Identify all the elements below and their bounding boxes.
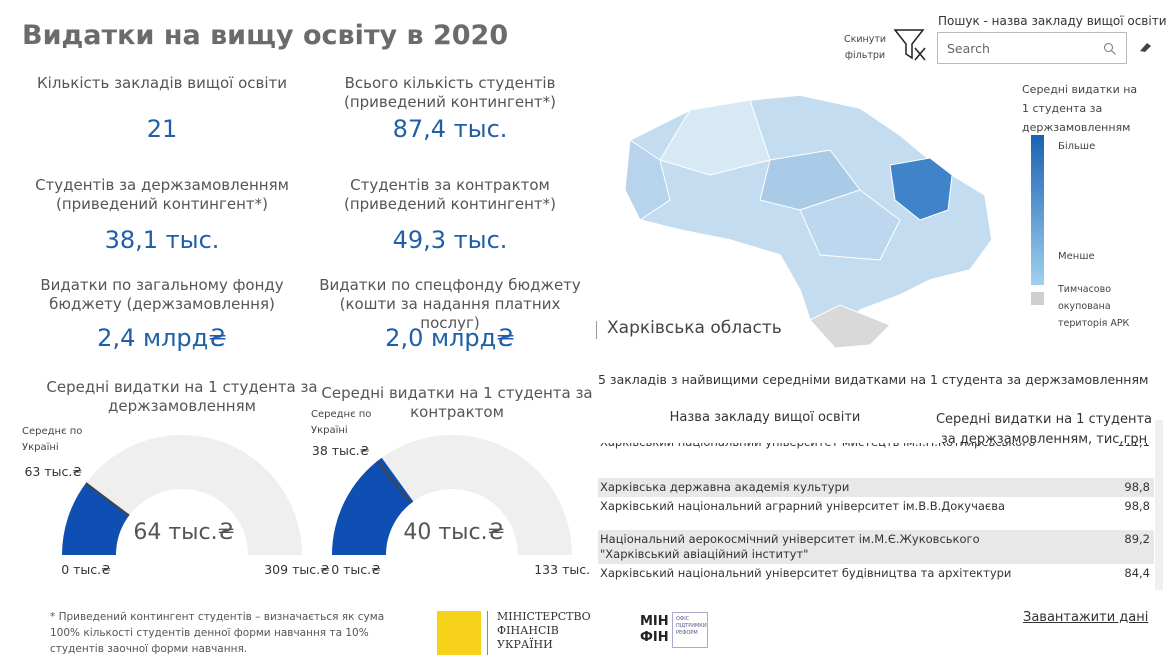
table-header[interactable]: Назва закладу вищої освіти <box>669 410 861 425</box>
eraser-icon[interactable] <box>1138 40 1154 54</box>
table-cell-name: Харківська державна академія культури <box>600 480 850 494</box>
reset-filters[interactable]: Скинути фільтри <box>843 34 887 61</box>
kpi-label: Студентів за контрактом (приведений конт… <box>343 176 556 213</box>
filter-icon[interactable] <box>893 28 929 62</box>
kpi-label: Кількість закладів вищої освіти <box>37 74 287 92</box>
table-cell-value: 89,2 <box>1124 532 1150 546</box>
gauge-reference <box>85 482 130 517</box>
gauge-value <box>62 482 130 555</box>
search-icon <box>1104 43 1116 55</box>
gauge-max-label: 133 тыс.₴ <box>534 562 590 577</box>
map-crimea <box>809 304 891 349</box>
divider <box>596 321 597 339</box>
table-cell-name: Харківський національний університет мис… <box>600 443 1040 450</box>
table-row[interactable]: Харківська державна академія культури 98,… <box>598 478 1154 497</box>
legend-gradient <box>1031 135 1044 285</box>
download-link[interactable]: Завантажити дані <box>1023 610 1149 625</box>
gauge-min-label: 0 тыс.₴ <box>331 562 381 577</box>
table-row[interactable]: Національний аерокосмічний університет і… <box>598 530 1154 564</box>
table-row[interactable]: Харківський національний університет мис… <box>598 443 1154 466</box>
gauge-max-label: 309 тыс.₴ <box>264 562 330 577</box>
search-box[interactable]: Search <box>937 32 1127 64</box>
kpi-label: Видатки по спецфонду бюджету (кошти за н… <box>319 276 581 332</box>
map-region <box>624 139 671 221</box>
legend-na: Тимчасово окупована територія АРК <box>1058 284 1130 329</box>
ministry-logo <box>437 611 481 655</box>
kpi-value: 21 <box>146 115 178 143</box>
page-title: Видатки на вищу освіту в 2020 <box>22 20 509 51</box>
gauges: 63 тыс.₴64 тыс.₴0 тыс.₴ 309 тыс.₴38 тыс.₴… <box>24 435 590 577</box>
selected-region: Харківська область <box>607 318 782 338</box>
gauge-reference-label: 63 тыс.₴ <box>24 464 82 479</box>
divider <box>487 611 488 655</box>
table-row[interactable]: Харківський національний аграрний універ… <box>598 497 1154 530</box>
legend-low: Менше <box>1058 251 1095 262</box>
search-placeholder: Search <box>947 41 990 56</box>
gauge-reference-label: 38 тыс.₴ <box>312 443 370 458</box>
kpi-value: 38,1 тыс. <box>104 226 220 254</box>
table-title: 5 закладів з найвищими середніми видатка… <box>598 372 1149 387</box>
table-cell-value: 84,4 <box>1124 566 1150 580</box>
table-cell-value: 111,1 <box>1117 443 1150 449</box>
kpi-label: Всього кількість студентів (приведений к… <box>343 74 556 111</box>
footnote: * Приведений контингент студентів – визн… <box>50 611 385 655</box>
kpi-label: Видатки по загальному фонду бюджету (дер… <box>40 276 284 313</box>
table-cell-name: Національний аерокосмічний університет і… <box>600 532 980 561</box>
table-body: Харківський національний університет мис… <box>0 443 1172 598</box>
kpi-value: 87,4 тыс. <box>392 115 508 143</box>
kpi-value: 49,3 тыс. <box>392 226 508 254</box>
legend-high: Більше <box>1058 141 1096 152</box>
table-cell-value: 98,8 <box>1124 480 1150 494</box>
table-cell-value: 98,8 <box>1124 499 1150 513</box>
legend-title: Середні видатки на 1 студента за держзам… <box>1022 83 1138 134</box>
map <box>624 94 993 349</box>
gauge-reference-title: Середнє по Україні <box>22 426 83 453</box>
kpi-value: 2,0 млрд₴ <box>385 324 515 352</box>
office-logo: ОФІС ПІДТРИМКИ РЕФОРМ <box>672 612 708 648</box>
map-region <box>799 189 901 261</box>
ministry-name: МІНІСТЕРСТВО ФІНАНСІВ УКРАЇНИ <box>497 610 591 651</box>
kpi-value: 2,4 млрд₴ <box>97 324 227 352</box>
gauge-min-label: 0 тыс.₴ <box>61 562 111 577</box>
minfin-logo: МІН ФІН <box>640 614 669 645</box>
gauge-reference-title: Середнє по Україні <box>311 409 372 436</box>
table-cell-name: Харківський національний університет буд… <box>600 566 1012 580</box>
legend-na-swatch <box>1031 292 1044 305</box>
table-cell-name: Харківський національний аграрний універ… <box>600 499 1006 513</box>
gauge-value-label: 40 тыс.₴ <box>403 520 504 545</box>
table-row[interactable]: Харківський національний університет буд… <box>598 564 1154 598</box>
map-region-selected <box>889 157 953 221</box>
search-label: Пошук - назва закладу вищої освіти <box>938 14 1167 28</box>
gauge-reference <box>376 460 412 505</box>
gauge-title: Середні видатки на 1 студента за контрак… <box>321 384 593 421</box>
gauge-value-label: 64 тыс.₴ <box>133 520 234 545</box>
scrollbar[interactable] <box>1155 420 1163 590</box>
table-header[interactable]: Середні видатки на 1 студента за держзам… <box>935 412 1153 447</box>
map-region <box>659 99 771 176</box>
kpi-label: Студентів за держзамовленням (приведений… <box>35 176 289 213</box>
gauge-title: Середні видатки на 1 студента за держзам… <box>46 378 318 415</box>
